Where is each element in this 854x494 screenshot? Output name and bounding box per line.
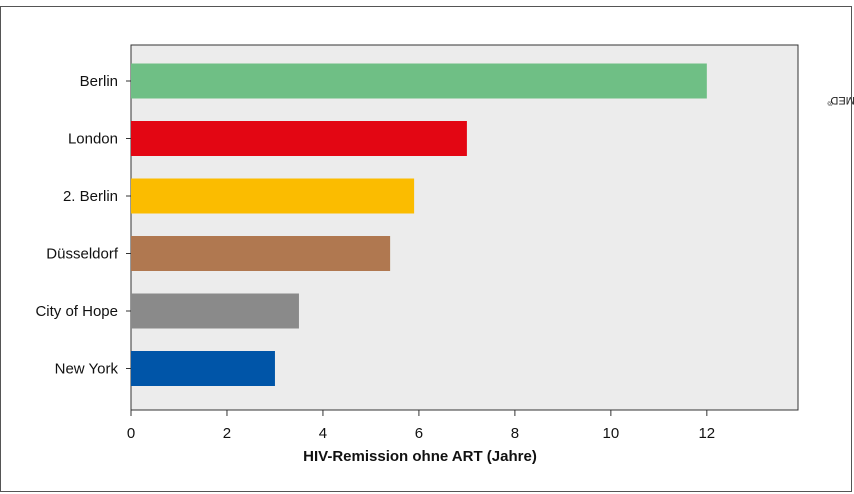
x-tick-label: 8 xyxy=(511,425,519,442)
plot-area xyxy=(130,44,799,411)
x-tick-label: 2 xyxy=(223,425,231,442)
x-tick-label: 6 xyxy=(415,425,423,442)
x-tick-label: 0 xyxy=(127,425,135,442)
bar-city-of-hope xyxy=(131,293,299,329)
x-axis-label: HIV-Remission ohne ART (Jahre) xyxy=(303,448,537,465)
y-tick-label: London xyxy=(68,131,118,148)
bar-london xyxy=(131,121,467,156)
bar-d-sseldorf xyxy=(131,236,391,271)
y-tick-label: Düsseldorf xyxy=(46,246,119,263)
y-tick-label: New York xyxy=(55,361,119,378)
y-tick-label: Berlin xyxy=(80,73,118,90)
bar-2-berlin xyxy=(131,178,415,214)
bar-new-york xyxy=(131,351,275,386)
x-tick-label: 12 xyxy=(698,425,715,442)
copyright-text: © UNIVERSIMED xyxy=(830,94,854,106)
x-tick-label: 10 xyxy=(603,425,620,442)
copyright-notice: © UNIVERSIMED® xyxy=(828,16,854,106)
bar-berlin xyxy=(131,63,707,99)
y-tick-label: City of Hope xyxy=(35,303,118,320)
y-tick-label: 2. Berlin xyxy=(63,188,118,205)
figure-frame xyxy=(0,6,852,492)
x-tick-label: 4 xyxy=(319,425,327,442)
